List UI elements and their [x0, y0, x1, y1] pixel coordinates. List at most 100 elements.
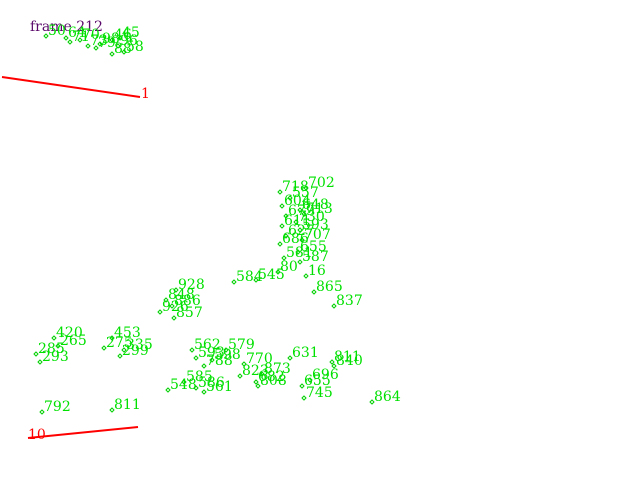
point-marker: 420	[51, 325, 83, 341]
point-marker: 840	[331, 353, 363, 369]
point-marker: 50	[43, 23, 66, 39]
point-diamond-icon	[93, 45, 99, 51]
point-diamond-icon	[157, 309, 163, 315]
point-marker: 45	[117, 25, 140, 41]
point-label: 335	[126, 337, 153, 353]
point-label: 679	[288, 203, 315, 219]
point-diamond-icon	[77, 37, 83, 43]
point-label: 265	[60, 333, 87, 349]
point-marker: 745	[301, 385, 333, 401]
point-marker: 285	[33, 341, 65, 357]
point-marker: 58	[121, 39, 144, 55]
point-label: 604	[284, 193, 311, 209]
point-diamond-icon	[201, 389, 207, 395]
point-label: 79	[98, 35, 116, 51]
point-label: 58	[126, 39, 144, 55]
point-label: 713	[306, 201, 333, 217]
point-marker: 88	[109, 41, 132, 57]
point-diamond-icon	[329, 359, 335, 365]
point-label: 584	[236, 269, 263, 285]
point-label: 50	[48, 23, 66, 39]
point-label: 823	[242, 363, 269, 379]
point-label: 285	[38, 341, 65, 357]
point-label: 562	[194, 337, 221, 353]
point-diamond-icon	[259, 371, 265, 377]
point-diamond-icon	[277, 189, 283, 195]
point-marker: 857	[171, 305, 203, 321]
point-label: 631	[292, 345, 319, 361]
point-marker: 823	[237, 363, 269, 379]
point-label: 579	[228, 337, 255, 353]
point-diamond-icon	[297, 207, 303, 213]
point-marker: 581	[281, 245, 313, 261]
point-label: 928	[178, 277, 205, 293]
point-label: 275	[106, 335, 133, 351]
point-label: 926	[162, 299, 189, 315]
point-diamond-icon	[331, 303, 337, 309]
point-marker: 265	[55, 333, 87, 349]
point-label: 811	[114, 397, 141, 413]
point-marker: 873	[259, 361, 291, 377]
point-label: 71	[72, 29, 90, 45]
point-diamond-icon	[85, 43, 91, 49]
point-label: 848	[168, 287, 195, 303]
point-label: 648	[302, 197, 329, 213]
point-label: 864	[374, 389, 401, 405]
point-label: 837	[336, 293, 363, 309]
point-marker: 682	[253, 369, 285, 385]
point-label: 745	[306, 385, 333, 401]
point-marker: 598	[209, 347, 241, 363]
point-marker: 655	[295, 239, 327, 255]
point-diamond-icon	[307, 377, 313, 383]
point-label: 770	[246, 351, 273, 367]
point-marker: 46	[109, 27, 132, 43]
point-marker: 587	[297, 249, 329, 265]
point-label: 96	[120, 33, 138, 49]
point-marker: 562	[189, 337, 221, 353]
point-marker: 848	[163, 287, 195, 303]
point-label: 682	[258, 369, 285, 385]
point-diamond-icon	[223, 347, 229, 353]
point-diamond-icon	[193, 385, 199, 391]
point-diamond-icon	[43, 33, 49, 39]
point-label: 561	[206, 379, 233, 395]
point-diamond-icon	[97, 41, 103, 47]
point-label: 453	[114, 325, 141, 341]
point-marker: 604	[279, 193, 311, 209]
point-marker: 579	[223, 337, 255, 353]
point-marker: 71	[67, 29, 90, 45]
point-label: 598	[214, 347, 241, 363]
point-diamond-icon	[287, 355, 293, 361]
point-marker: 73	[85, 33, 108, 49]
point-diamond-icon	[117, 35, 123, 41]
track-line-10	[27, 426, 139, 439]
point-label: 718	[282, 179, 309, 195]
point-label: 73	[90, 33, 108, 49]
point-label: 730	[298, 209, 325, 225]
point-diamond-icon	[37, 359, 43, 365]
point-marker: 886	[169, 293, 201, 309]
point-diamond-icon	[279, 203, 285, 209]
point-marker: 557	[287, 185, 319, 201]
point-diamond-icon	[33, 351, 39, 357]
point-label: 293	[42, 349, 69, 365]
point-marker: 96	[115, 33, 138, 49]
point-diamond-icon	[189, 347, 195, 353]
point-marker: 70	[77, 27, 100, 43]
point-diamond-icon	[275, 269, 281, 275]
point-label: 586	[198, 375, 225, 391]
point-diamond-icon	[301, 395, 307, 401]
point-diamond-icon	[117, 353, 123, 359]
point-diamond-icon	[63, 35, 69, 41]
point-marker: 788	[201, 353, 233, 369]
point-marker: 648	[297, 197, 329, 213]
point-diamond-icon	[255, 383, 261, 389]
point-marker: 702	[303, 175, 335, 191]
point-diamond-icon	[299, 383, 305, 389]
point-marker: 928	[173, 277, 205, 293]
point-marker: 561	[201, 379, 233, 395]
point-diamond-icon	[115, 43, 121, 49]
point-label: 45	[122, 25, 140, 41]
